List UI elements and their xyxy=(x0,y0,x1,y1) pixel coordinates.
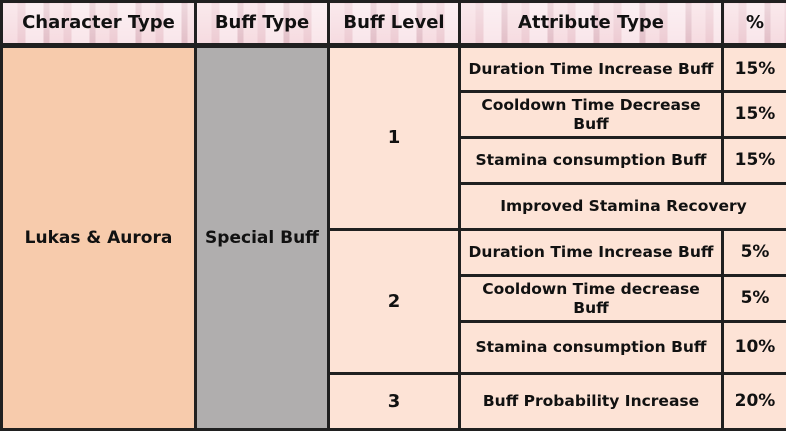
attribute-cell: Duration Time Increase Buff xyxy=(458,44,724,93)
percent-cell: 15% xyxy=(721,90,786,139)
header-buff-level: Buff Level xyxy=(327,0,461,48)
attribute-cell: Duration Time Increase Buff xyxy=(458,228,724,277)
table-row: 2 Duration Time Increase Buff 5% xyxy=(2,228,786,375)
table-row: Cooldown Time Decrease Buff 15% xyxy=(2,90,786,139)
percent-cell: 20% xyxy=(721,372,786,431)
table-row: Stamina consumption Buff 15% xyxy=(2,136,786,185)
header-buff-type: Buff Type xyxy=(194,0,330,48)
table-row: Stamina consumption Buff 10% xyxy=(2,320,786,375)
buff-type-cell: Special Buff xyxy=(194,44,330,431)
character-type-cell: Lukas & Aurora xyxy=(0,44,197,431)
percent-cell: 5% xyxy=(721,274,786,323)
percent-cell: 15% xyxy=(721,44,786,93)
percent-cell: 5% xyxy=(721,228,786,277)
header-row: Character Type Buff Type Buff Level Attr… xyxy=(0,0,786,48)
buff-level-cell: 2 xyxy=(327,228,461,375)
percent-cell: 15% xyxy=(721,136,786,185)
attribute-cell: Stamina consumption Buff xyxy=(458,136,724,185)
table-row: Cooldown Time decrease Buff 5% xyxy=(2,274,786,323)
buff-level-cell: 3 xyxy=(327,372,461,431)
attribute-cell: Cooldown Time Decrease Buff xyxy=(458,90,724,139)
percent-cell: 10% xyxy=(721,320,786,375)
buff-level-cell: 1 xyxy=(327,44,461,231)
header-percent: % xyxy=(721,0,786,48)
header-character-type: Character Type xyxy=(0,0,197,48)
header-attribute-type: Attribute Type xyxy=(458,0,724,48)
table-row: 3 Buff Probability Increase 20% xyxy=(2,372,786,431)
attribute-cell: Buff Probability Increase xyxy=(458,372,724,431)
attribute-cell: Improved Stamina Recovery xyxy=(458,182,786,231)
table-row: Improved Stamina Recovery xyxy=(2,182,786,231)
attribute-cell: Stamina consumption Buff xyxy=(458,320,724,375)
attribute-cell: Cooldown Time decrease Buff xyxy=(458,274,724,323)
table-row: Lukas & Aurora Special Buff 1 Duration T… xyxy=(0,44,786,431)
